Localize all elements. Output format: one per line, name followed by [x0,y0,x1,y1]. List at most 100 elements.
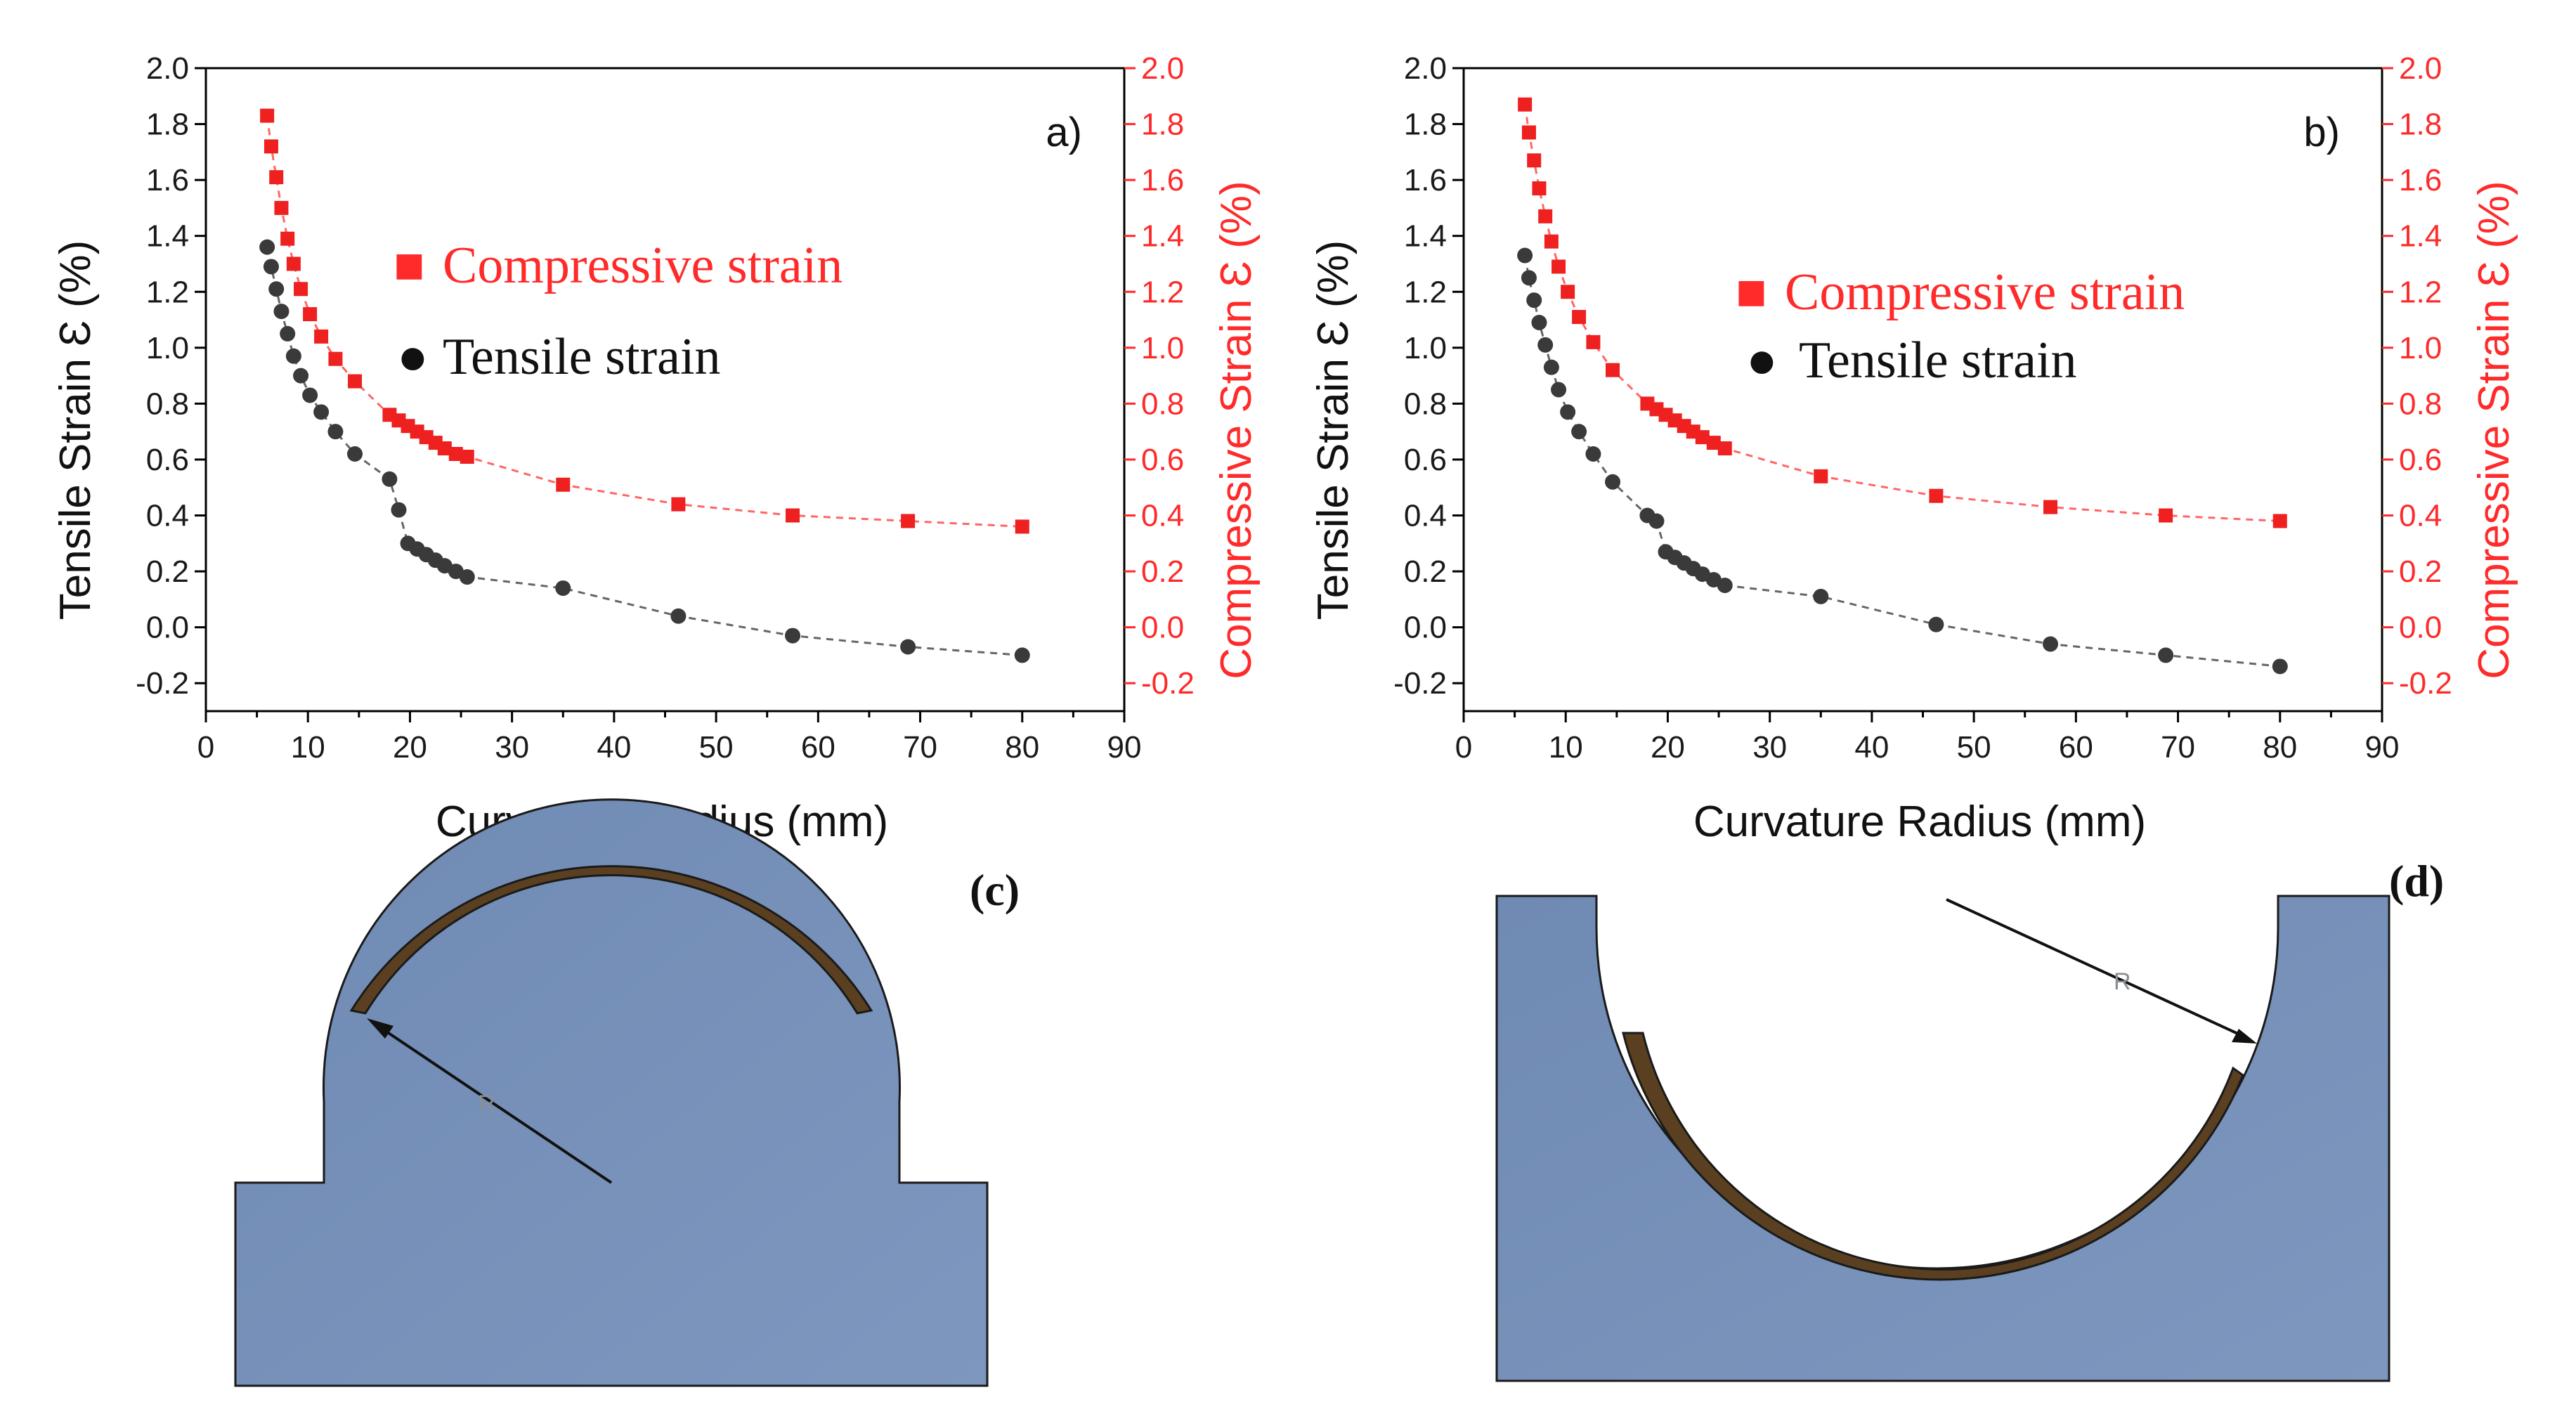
chart-a-compressive-point [269,170,284,185]
chart-b-compressive-point [1929,488,1944,503]
chart-b-legend: ■ Compressive strain ● Tensile strain [1736,264,2185,389]
chart-b-y-left-tick-label: -0.2 [1393,666,1447,701]
chart-b-y-left-tick-label: 1.4 [1404,219,1447,254]
chart-a-y-left-tick-label: 2.0 [146,51,189,86]
chart-a-y-right-tick-label: 0.4 [1141,499,1184,533]
chart-a-compressive-point [260,108,275,123]
chart-a-x-tick-label: 70 [903,730,937,765]
chart-a-compressive-point [280,231,295,246]
chart-a-compressive-point [437,441,452,456]
diagram-concave-bending-jig: R (d) [1495,856,2444,1382]
chart-b-y-right-tick-label: 0.4 [2399,499,2442,533]
chart-a-y-left-tick-label: 0.4 [146,499,189,533]
chart-b-y-left-tick-label: 1.8 [1404,108,1447,142]
chart-a-compressive-point [303,307,318,322]
chart-a-y-left-tick-label: 1.6 [146,163,189,197]
chart-a-legend-tensile-marker: ● [397,328,429,386]
chart-b-compressive-point [2272,514,2287,528]
chart-b-compressive-point [1572,310,1587,325]
chart-b-y-right-tick-label: 1.6 [2399,163,2442,197]
chart-a-legend-compressive-label: Compressive strain [443,237,843,294]
chart-a-compressive-point [901,514,916,528]
chart-b-compressive-point [1561,285,1575,299]
chart-b-tensile-point [1571,424,1587,440]
chart-b-ylabel-right: Compressive Strain Ɛ (%) [2470,181,2518,679]
chart-a-tensile-point [555,580,571,596]
chart-b-x-tick-label: 70 [2161,730,2195,765]
chart-b-compressive-point [2043,500,2058,514]
chart-a-tensile-point [1014,647,1030,663]
chart-b-y-right-tick-label: 0.6 [2399,443,2442,477]
chart-a-compressive-point [294,282,308,297]
chart-b: Tensile Strain Ɛ (%) Compressive Strain … [1309,51,2518,846]
chart-b-tensile-point [1543,359,1559,375]
chart-a-compressive-point [286,256,301,271]
chart-b-y-right-tick-label: 1.4 [2399,219,2442,254]
chart-b-tensile-point [1526,292,1542,308]
concave-radius-arrow [1946,898,2249,1040]
chart-b-y-right-tick-label: 1.8 [2399,108,2442,142]
chart-a-legend-tensile-label: Tensile strain [443,328,721,386]
chart-a-x-tick-label: 40 [597,730,631,765]
chart-a-y-left-tick-label: -0.2 [136,666,189,701]
chart-a-fit-line-tensile [266,247,1022,656]
chart-b-compressive-point [1717,441,1732,456]
chart-b-tensile-point [1813,588,1829,604]
chart-a-y-right-tick-label: 1.2 [1141,275,1184,309]
chart-a-compressive-point [1015,519,1029,534]
chart-b-compressive-point [1552,259,1566,274]
chart-b-legend-compressive-label: Compressive strain [1785,264,2185,321]
chart-a-y-right-tick-label: 1.0 [1141,331,1184,365]
chart-a-y-right-tick-label: 0.0 [1141,611,1184,645]
chart-b-y-right-tick-label: -0.2 [2399,666,2452,701]
concave-radius-arrowhead [2232,1029,2257,1044]
chart-b-tensile-point [1531,315,1547,331]
convex-radius-label: R [478,1091,495,1117]
chart-b-compressive-point [1606,363,1620,377]
chart-b-compressive-point [1544,234,1559,249]
chart-a-ylabel-right: Compressive Strain Ɛ (%) [1212,181,1261,679]
chart-b-x-tick-label: 30 [1752,730,1787,765]
chart-a-x-tick-label: 20 [393,730,427,765]
chart-a-y-left-tick-label: 1.0 [146,331,189,365]
chart-b-compressive-point [1521,125,1536,140]
chart-b-tensile-point [2043,636,2059,652]
convex-radius-arrow [372,1022,613,1184]
chart-a-tensile-point [327,424,344,440]
chart-b-x-tick-label: 10 [1549,730,1583,765]
chart-a-y-right-tick-label: 0.2 [1141,554,1184,589]
chart-a-tensile-point [347,446,363,462]
chart-a-x-tick-label: 50 [699,730,734,765]
concave-radius-label: R [2114,968,2131,995]
chart-a-tensile-point [285,348,301,364]
chart-a-y-right-tick-label: 1.8 [1141,108,1184,142]
chart-a-y-left-tick-label: 0.0 [146,611,189,645]
chart-a: Tensile Strain Ɛ (%) Compressive Strain … [51,51,1261,846]
chart-b-x-tick-label: 20 [1651,730,1685,765]
chart-b-y-left-tick-label: 1.6 [1404,163,1447,197]
diagram-c-label: (c) [970,865,1020,915]
chart-a-x-tick-label: 10 [291,730,325,765]
chart-a-y-right-tick-label: 2.0 [1141,51,1184,86]
chart-b-tensile-point [1605,474,1621,490]
chart-a-compressive-point [460,449,474,464]
chart-b-compressive-point [1695,430,1710,445]
chart-b-tensile-point [1551,382,1567,398]
chart-a-compressive-point [274,200,289,215]
chart-b-y-left-tick-label: 0.4 [1404,499,1447,533]
convex-radius-arrowhead [367,1018,393,1039]
chart-b-legend-tensile-marker: ● [1746,332,1778,389]
chart-a-y-right-tick-label: 0.6 [1141,443,1184,477]
chart-a-y-left-tick-label: 0.8 [146,386,189,421]
chart-b-y-left-tick-label: 1.0 [1404,331,1447,365]
chart-a-tensile-point [391,502,407,518]
chart-a-compressive-point [448,447,463,461]
chart-a-ylabel-left: Tensile Strain Ɛ (%) [51,240,100,620]
chart-a-compressive-point [671,497,686,512]
convex-film [349,865,873,1015]
chart-b-y-left-tick-label: 0.0 [1404,611,1447,645]
chart-b-tensile-point [1585,446,1601,462]
chart-a-y-right-tick-label: 1.6 [1141,163,1184,197]
chart-a-compressive-point [556,477,571,492]
